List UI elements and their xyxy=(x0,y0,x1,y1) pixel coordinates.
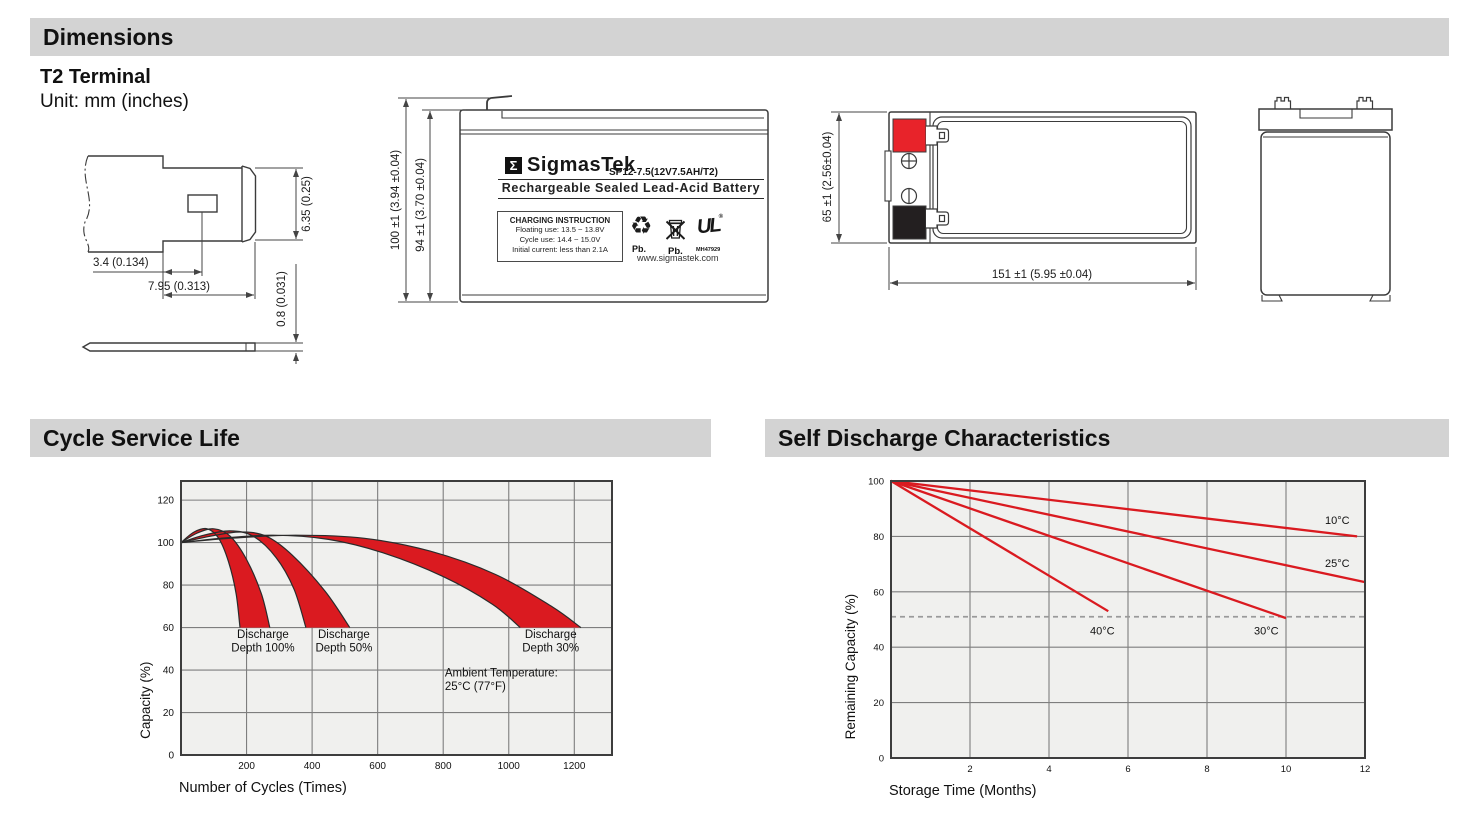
svg-text:100: 100 xyxy=(868,477,884,488)
self-discharge-title: Self Discharge Characteristics xyxy=(778,425,1111,451)
svg-text:20: 20 xyxy=(873,698,884,709)
svg-text:1200: 1200 xyxy=(563,761,586,772)
svg-text:100: 100 xyxy=(157,538,174,549)
dim-6-35: 6.35 (0.25) xyxy=(301,176,313,232)
svg-text:Depth 50%: Depth 50% xyxy=(315,643,372,655)
svg-text:60: 60 xyxy=(163,623,175,634)
positive-terminal-marker xyxy=(892,118,927,153)
svg-text:Discharge: Discharge xyxy=(318,629,370,641)
svg-text:600: 600 xyxy=(369,761,386,772)
pb-bin-label: Pb. xyxy=(668,246,683,257)
chart-selfdis-svg: 0 20 40 60 80 100 2 4 6 8 10 12 10°C 25°C 30°C 40°C Rema… xyxy=(843,477,1371,800)
svg-text:10: 10 xyxy=(1281,764,1292,775)
svg-text:Discharge: Discharge xyxy=(525,629,577,641)
dimensions-section-header: Dimensions xyxy=(30,18,1449,56)
model-number: SP12-7.5(12V7.5AH/T2) xyxy=(609,167,718,180)
svg-text:120: 120 xyxy=(157,496,174,507)
svg-text:40: 40 xyxy=(163,666,175,677)
cycle-service-life-title: Cycle Service Life xyxy=(43,425,240,451)
dim-0-8: 0.8 (0.031) xyxy=(276,271,288,327)
cycle-service-life-chart: 0 20 40 60 80 100 120 200 400 600 800 1000 1200 Disch… xyxy=(118,462,678,822)
charging-floating-use: Floating use: 13.5 ~ 13.8V xyxy=(515,225,605,234)
terminal-detail-drawing xyxy=(81,155,257,352)
battery-front-label: Σ SigmasTek SP12-7.5(12V7.5AH/T2) Rechar… xyxy=(460,110,768,302)
svg-text:25°C (77°F): 25°C (77°F) xyxy=(445,681,506,693)
chart-cycle-svg: 0 20 40 60 80 100 120 200 400 600 800 1000 1200 Disch… xyxy=(138,480,613,796)
svg-text:80: 80 xyxy=(873,532,884,543)
terminal-dimension-labels: 3.4 (0.134) 7.95 (0.313) 6.35 (0.25) 0.8… xyxy=(93,176,313,327)
svg-text:Remaining Capacity (%): Remaining Capacity (%) xyxy=(843,594,858,740)
svg-text:2: 2 xyxy=(967,764,972,775)
dim-7-95: 7.95 (0.313) xyxy=(148,281,210,293)
dim-100: 100 ±1 (3.94 ±0.04) xyxy=(390,150,402,250)
svg-text:Discharge: Discharge xyxy=(237,629,289,641)
dimensions-title: Dimensions xyxy=(43,24,174,50)
label-divider-bottom xyxy=(498,198,764,199)
negative-terminal-marker xyxy=(892,205,927,240)
svg-text:80: 80 xyxy=(163,581,175,592)
dim-151: 151 ±1 (5.95 ±0.04) xyxy=(992,269,1092,281)
front-view-dimension-lines xyxy=(398,97,492,303)
dim-94: 94 ±1 (3.70 ±0.04) xyxy=(415,158,427,252)
charging-initial-current: Initial current: less than 2.1A xyxy=(512,245,608,255)
svg-text:400: 400 xyxy=(304,761,321,772)
charging-instruction-title: CHARGING INSTRUCTION xyxy=(509,216,611,225)
top-view-dimension-lines xyxy=(831,111,1197,290)
self-discharge-header: Self Discharge Characteristics xyxy=(765,419,1449,457)
self-discharge-chart: 0 20 40 60 80 100 2 4 6 8 10 12 10°C 25°C 30°C 40°C Rema… xyxy=(790,462,1410,822)
svg-text:4: 4 xyxy=(1046,764,1051,775)
cycle-service-life-header: Cycle Service Life xyxy=(30,419,711,457)
svg-text:60: 60 xyxy=(873,587,884,598)
svg-text:6: 6 xyxy=(1125,764,1130,775)
battery-top-view xyxy=(884,111,1197,244)
svg-text:Storage Time (Months): Storage Time (Months) xyxy=(889,783,1036,799)
dim-3-4: 3.4 (0.134) xyxy=(93,257,149,269)
svg-text:10°C: 10°C xyxy=(1325,515,1350,527)
svg-text:8: 8 xyxy=(1204,764,1209,775)
label-divider-top xyxy=(498,179,764,180)
ul-file-number: MH47929 xyxy=(696,247,721,253)
svg-text:25°C: 25°C xyxy=(1325,558,1350,570)
svg-text:40: 40 xyxy=(873,643,884,654)
unit-note: Unit: mm (inches) xyxy=(40,91,189,112)
minus-screw-icon xyxy=(900,187,918,205)
pb-recycle-label: Pb. xyxy=(632,244,647,254)
charging-cycle-use: Cycle use: 14.4 ~ 15.0V xyxy=(519,235,601,245)
sigmastek-logo-icon: Σ xyxy=(505,157,522,174)
svg-text:12: 12 xyxy=(1360,764,1371,775)
battery-end-view xyxy=(1258,96,1393,302)
terminal-dimension-lines xyxy=(93,167,303,364)
svg-text:20: 20 xyxy=(163,708,175,719)
battery-type-text: Rechargeable Sealed Lead-Acid Battery xyxy=(501,181,761,195)
svg-text:Depth 30%: Depth 30% xyxy=(522,643,579,655)
svg-text:Depth 100%: Depth 100% xyxy=(231,643,294,655)
svg-text:Number of Cycles (Times): Number of Cycles (Times) xyxy=(179,780,347,796)
recycle-icon: ♻ xyxy=(630,212,653,240)
ul-mark-icon: UL® xyxy=(695,213,724,239)
brand-name: SigmasTek xyxy=(527,154,636,176)
svg-text:Capacity (%): Capacity (%) xyxy=(138,662,153,739)
plus-screw-icon xyxy=(900,152,918,170)
svg-text:0: 0 xyxy=(879,754,884,765)
charging-instruction-box: CHARGING INSTRUCTION Floating use: 13.5 … xyxy=(497,211,623,262)
svg-text:Ambient Temperature:: Ambient Temperature: xyxy=(445,667,558,679)
svg-text:1000: 1000 xyxy=(498,761,521,772)
terminal-type-title: T2 Terminal xyxy=(40,66,151,88)
front-view-dimension-labels: 100 ±1 (3.94 ±0.04) 94 ±1 (3.70 ±0.04) xyxy=(390,150,427,252)
battery-front-view xyxy=(459,95,769,303)
svg-text:0: 0 xyxy=(168,751,174,762)
dim-65: 65 ±1 (2.56±0.04) xyxy=(822,132,834,223)
crossed-bin-icon xyxy=(665,218,686,246)
top-view-dimension-labels: 65 ±1 (2.56±0.04) 151 ±1 (5.95 ±0.04) xyxy=(822,132,1092,281)
website-url: www.sigmastek.com xyxy=(637,253,719,263)
svg-text:800: 800 xyxy=(435,761,452,772)
svg-text:200: 200 xyxy=(238,761,255,772)
svg-text:40°C: 40°C xyxy=(1090,626,1115,638)
svg-text:30°C: 30°C xyxy=(1254,626,1279,638)
